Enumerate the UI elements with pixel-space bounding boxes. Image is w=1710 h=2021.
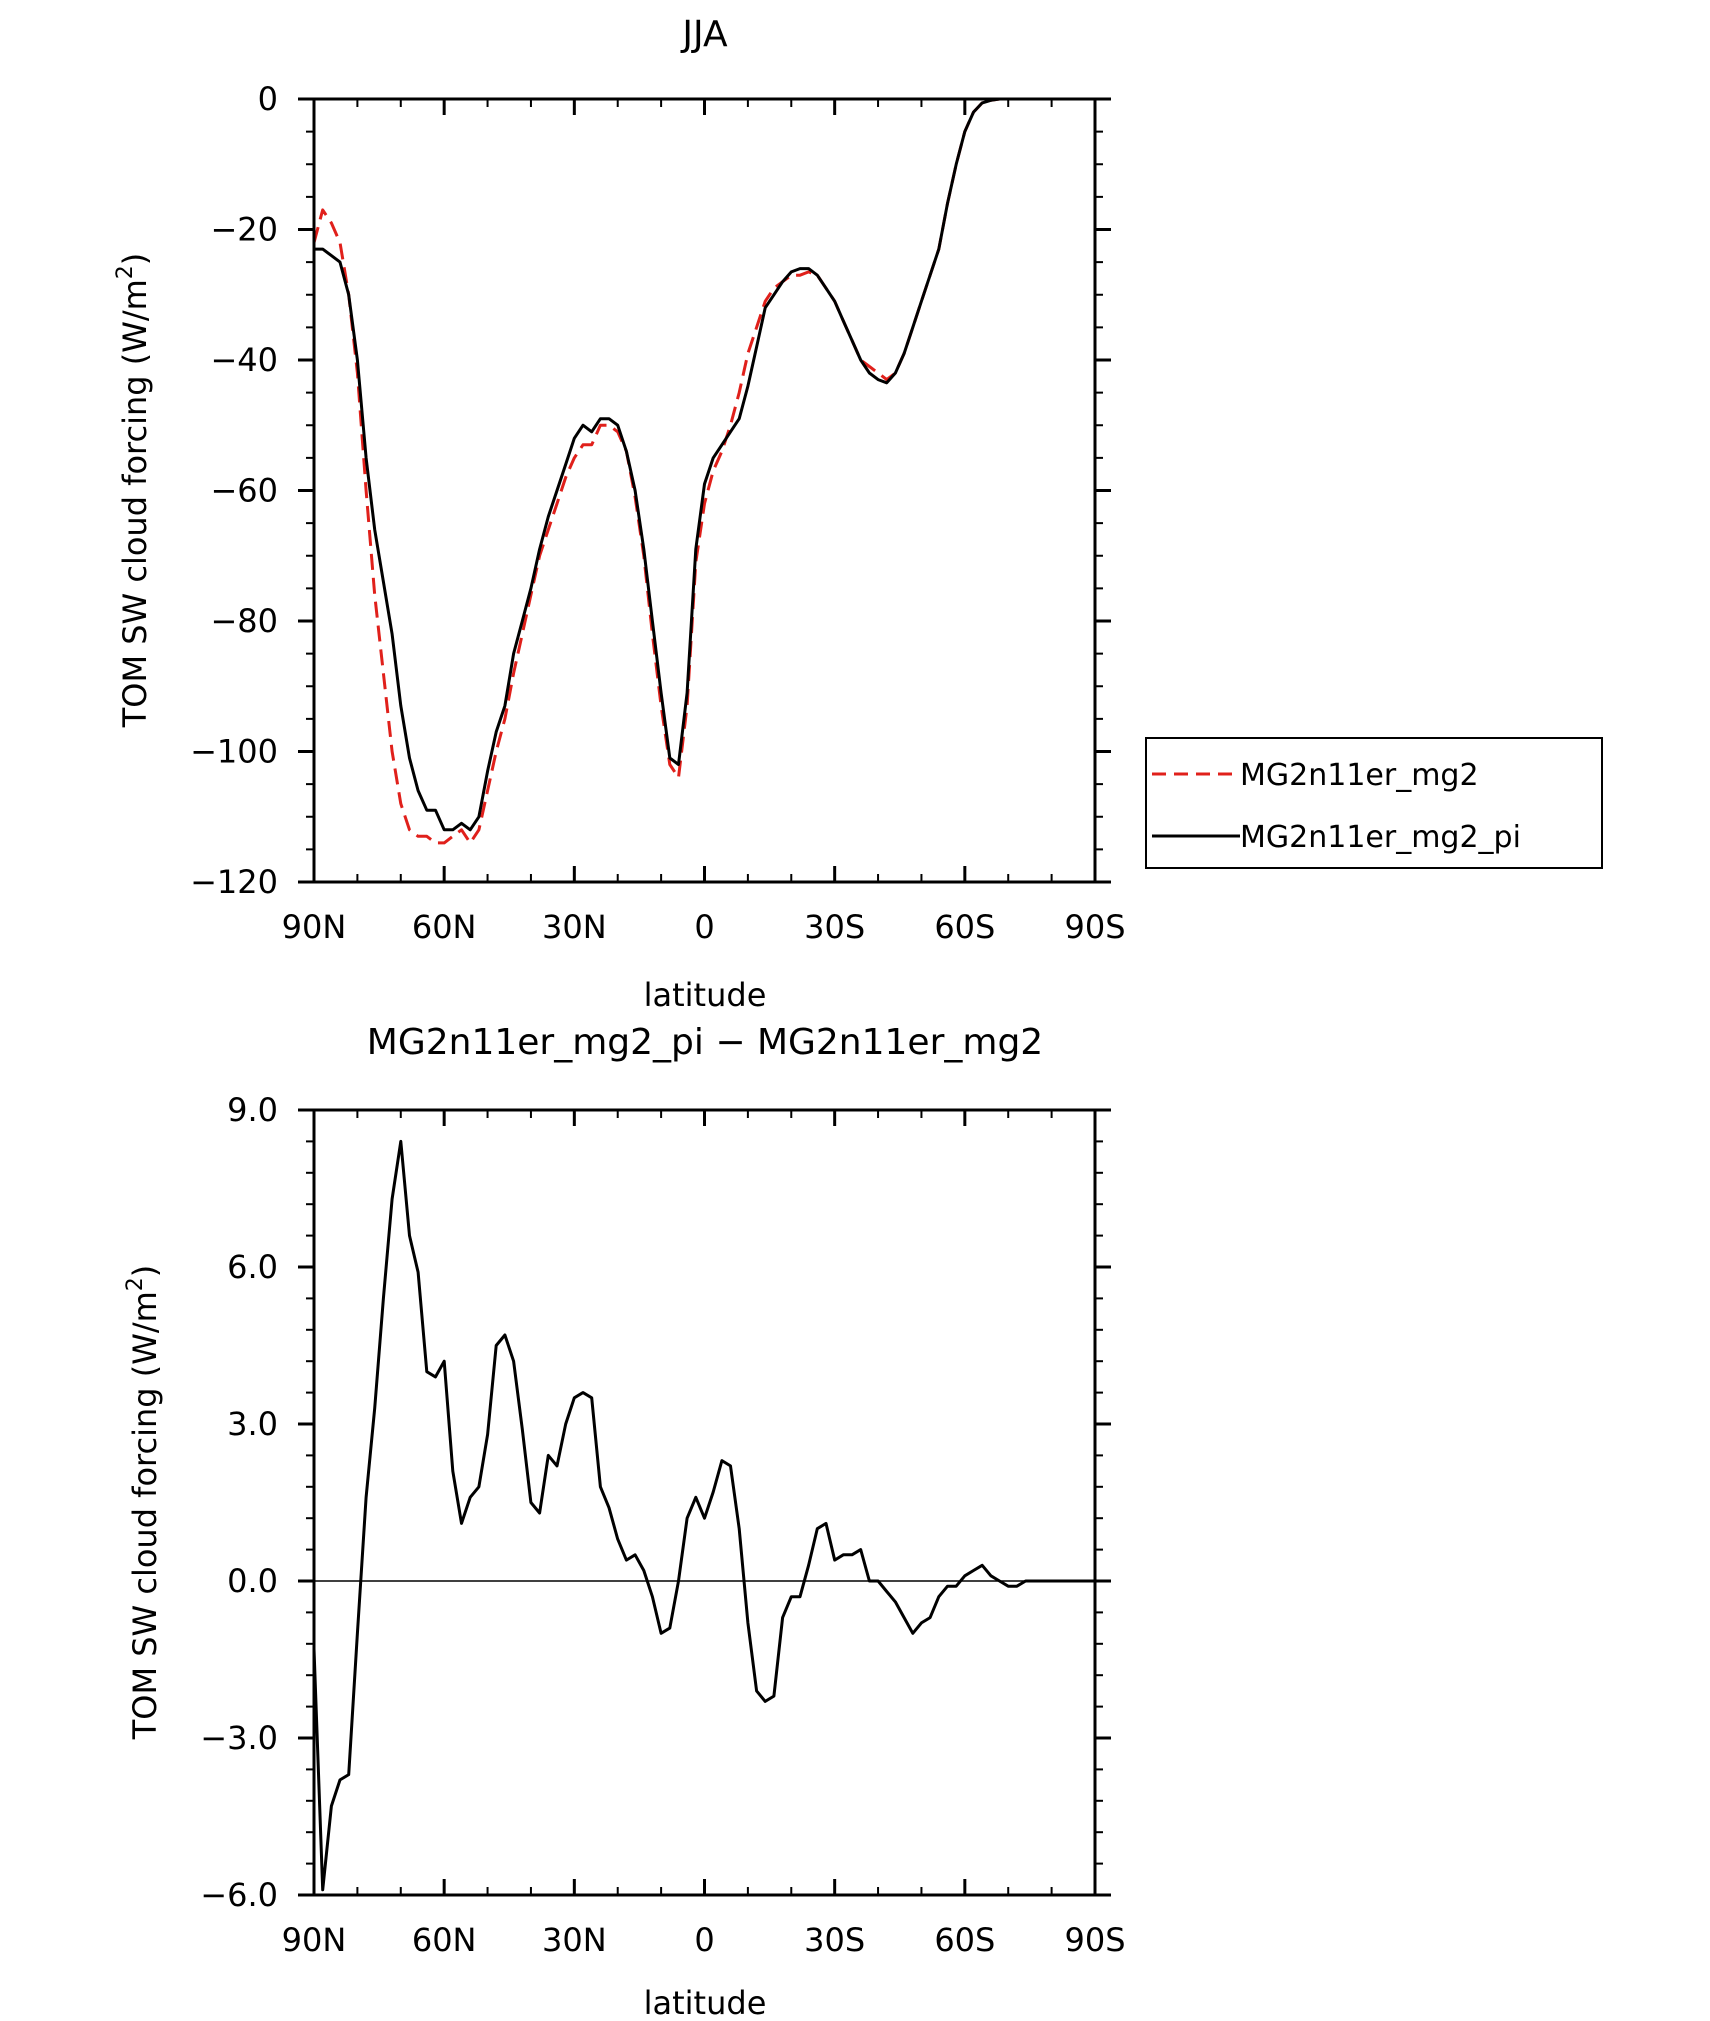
x-axis-label: latitude	[644, 976, 767, 1014]
y-tick-label: 0.0	[227, 1562, 278, 1600]
y-tick-label: −100	[190, 733, 278, 771]
y-tick-label: −120	[190, 863, 278, 901]
series-line-0	[312, 1139, 1095, 1892]
legend-label-mg2: MG2n11er_mg2	[1240, 758, 1479, 793]
series-line-1	[314, 97, 1095, 832]
chart-title: MG2n11er_mg2_pi − MG2n11er_mg2	[367, 1022, 1043, 1063]
y-tick-label: −20	[210, 211, 278, 249]
x-tick-label: 30N	[542, 908, 607, 946]
legend-label-mg2-pi: MG2n11er_mg2_pi	[1240, 820, 1521, 855]
x-tick-label: 60N	[412, 1921, 477, 1959]
series-line-0	[312, 97, 1095, 845]
y-tick-label: −60	[210, 472, 278, 510]
y-tick-label: 9.0	[227, 1091, 278, 1129]
x-tick-label: 0	[694, 908, 714, 946]
y-tick-label: 3.0	[227, 1405, 278, 1443]
x-tick-label: 60N	[412, 908, 477, 946]
x-tick-label: 30N	[542, 1921, 607, 1959]
plot-frame	[312, 1108, 1097, 1897]
y-tick-label: −40	[210, 341, 278, 379]
plot-frame	[312, 97, 1097, 884]
legend-box	[1145, 737, 1603, 869]
x-tick-label: 30S	[804, 1921, 865, 1959]
y-tick-label: −6.0	[200, 1876, 278, 1914]
y-axis-label: TOM SW cloud forcing (W/m2)	[113, 253, 154, 729]
x-tick-label: 60S	[934, 908, 995, 946]
x-tick-label: 90S	[1064, 1921, 1125, 1959]
x-tick-label: 60S	[934, 1921, 995, 1959]
x-tick-label: 0	[694, 1921, 714, 1959]
y-tick-label: 6.0	[227, 1248, 278, 1286]
bottom-panel: MG2n11er_mg2_pi − MG2n11er_mg2 90N 60N 30N…	[123, 1022, 1126, 2021]
x-axis-label: latitude	[644, 1984, 767, 2021]
y-axis-label: TOM SW cloud forcing (W/m2)	[123, 1265, 164, 1741]
top-panel: JJA 90N 60N 30N 0 30S 60S 90S 0 −20 −40 −60 −80 −100…	[113, 14, 1603, 1014]
x-tick-label: 90S	[1064, 908, 1125, 946]
x-tick-label: 90N	[282, 908, 347, 946]
legend: MG2n11er_mg2 MG2n11er_mg2_pi	[1145, 737, 1603, 869]
x-tick-label: 90N	[282, 1921, 347, 1959]
x-tick-label: 30S	[804, 908, 865, 946]
chart-title: JJA	[680, 14, 728, 55]
y-tick-label: −3.0	[200, 1719, 278, 1757]
y-tick-label: −80	[210, 602, 278, 640]
y-tick-label: 0	[258, 80, 278, 118]
